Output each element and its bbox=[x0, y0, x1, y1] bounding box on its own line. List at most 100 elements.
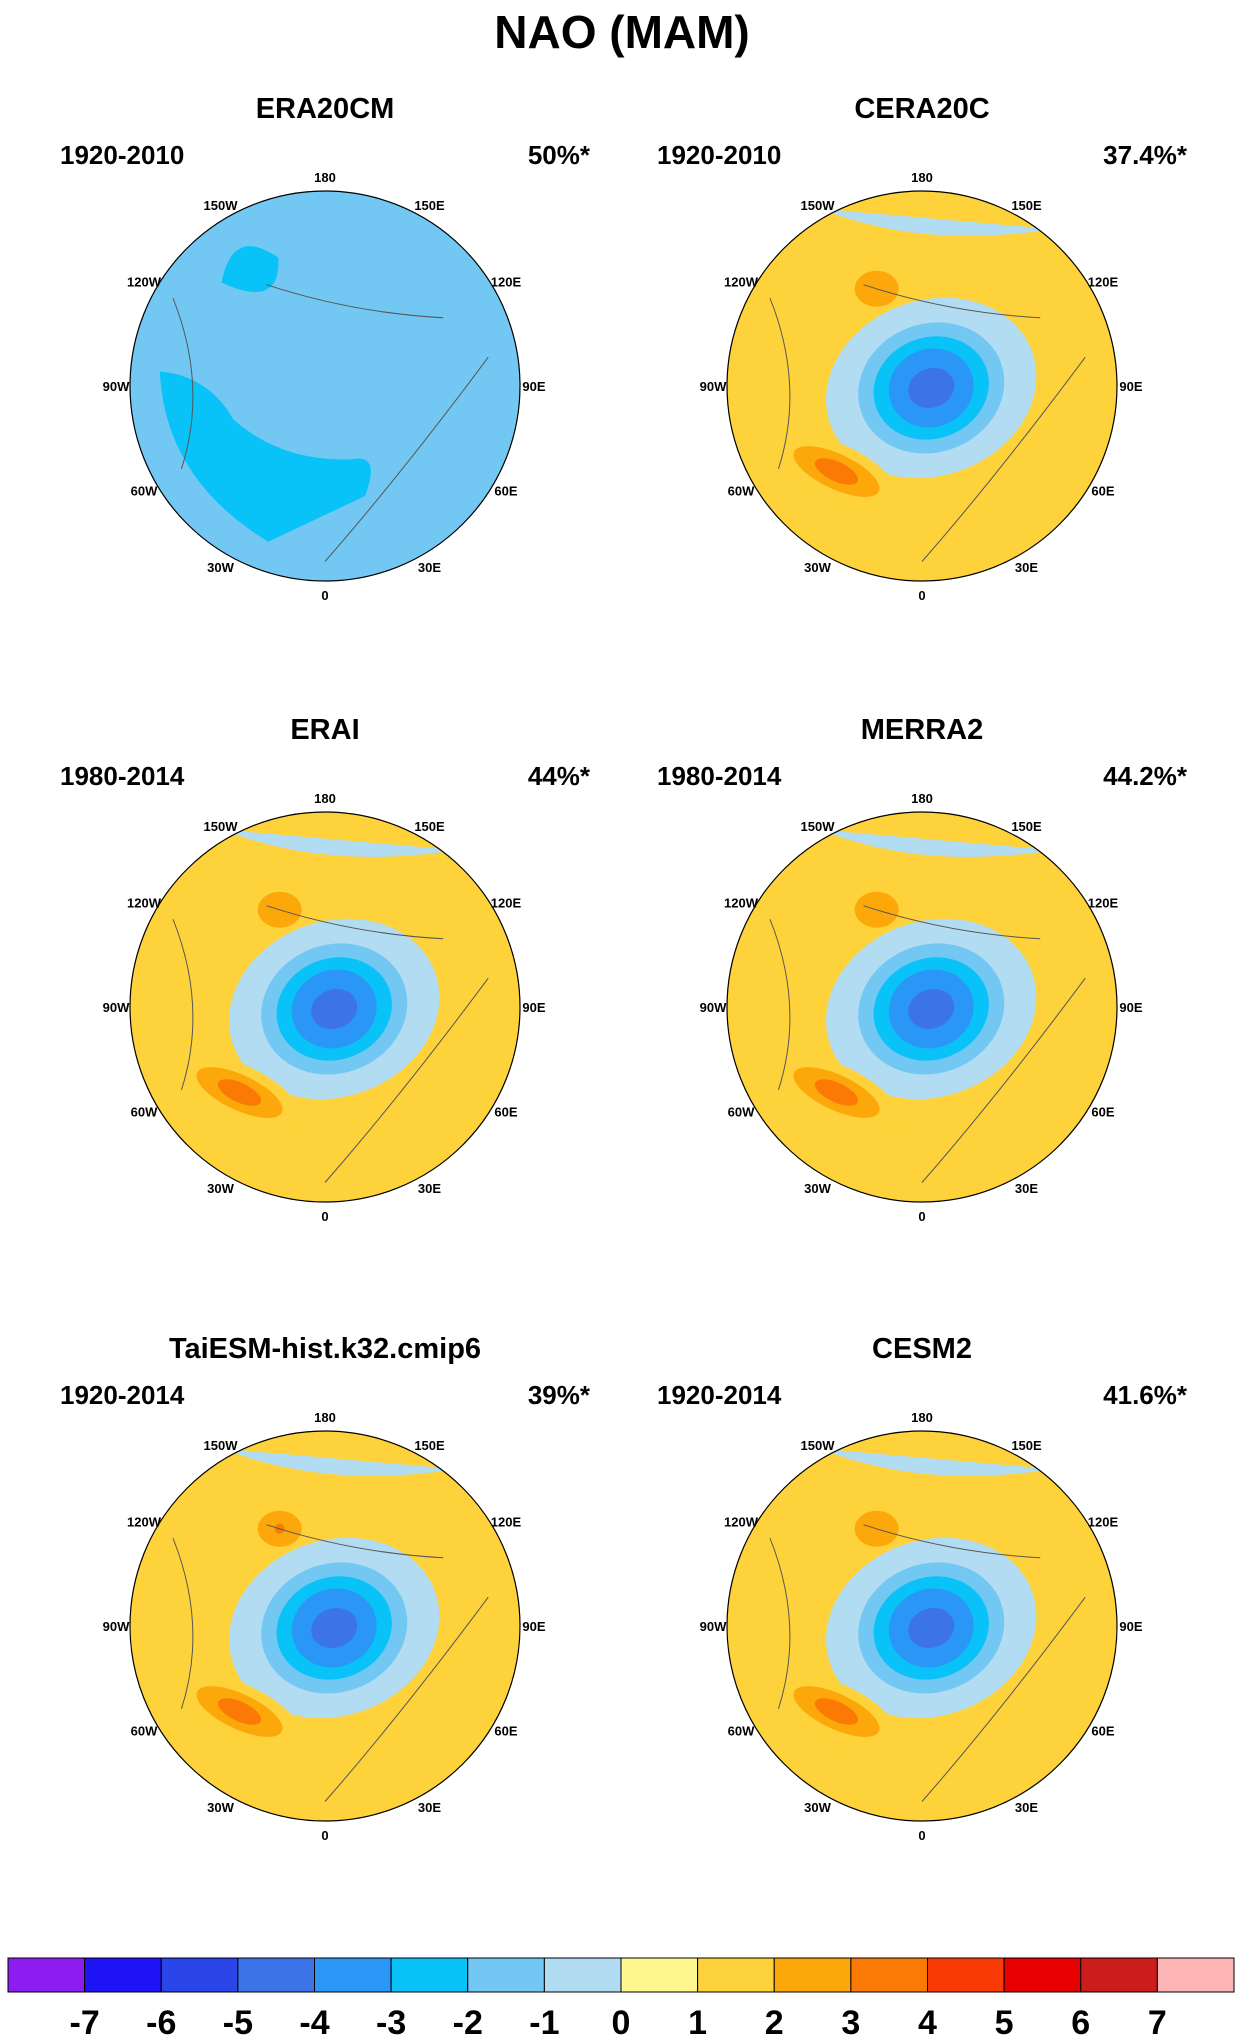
colorbar-label: 5 bbox=[995, 2004, 1014, 2042]
colorbar-swatch bbox=[773, 1957, 852, 1993]
colorbar-label: -5 bbox=[223, 2004, 253, 2042]
longitude-label: 90W bbox=[700, 379, 727, 394]
longitude-label: 120W bbox=[127, 1515, 162, 1530]
longitude-label: 180 bbox=[314, 791, 336, 806]
longitude-label: 150E bbox=[414, 1438, 445, 1453]
field-atlantic-arc bbox=[159, 371, 371, 542]
panel-title: CESM2 bbox=[872, 1333, 972, 1365]
polar-map: 180 150E 120E 90E 60E 30E 0 30W 60W 90W 120W 150W bbox=[700, 170, 1143, 603]
longitude-label: 150E bbox=[1011, 819, 1042, 834]
longitude-label: 60W bbox=[728, 1724, 755, 1739]
map-boundary bbox=[726, 1430, 1118, 1822]
field-atlantic-contour bbox=[814, 1698, 859, 1725]
field-atlantic-contour bbox=[217, 1079, 262, 1106]
panel-variance: 50%* bbox=[527, 140, 590, 170]
coastline bbox=[172, 1538, 194, 1710]
polar-map: 180 150E 120E 90E 60E 30E 0 30W 60W 90W 120W 150W bbox=[103, 1410, 546, 1843]
panel-period: 1980-2014 bbox=[657, 761, 782, 791]
longitude-label: 0 bbox=[321, 1209, 328, 1224]
colorbar-swatch bbox=[620, 1957, 699, 1993]
colorbar-swatch bbox=[927, 1957, 1005, 1993]
field-arctic-contour bbox=[908, 367, 955, 408]
colorbar-swatch bbox=[84, 1957, 162, 1993]
colorbar-swatch bbox=[1156, 1957, 1235, 1993]
field-pacific-band bbox=[222, 829, 457, 857]
colorbar-swatch bbox=[237, 1957, 315, 1993]
map-boundary bbox=[726, 811, 1118, 1203]
longitude-label: 150W bbox=[801, 819, 836, 834]
colorbar-label: 4 bbox=[918, 2004, 937, 2042]
polar-map: 180 150E 120E 90E 60E 30E 0 30W 60W 90W 120W 150W bbox=[103, 791, 546, 1224]
colorbar-swatch bbox=[7, 1957, 86, 1993]
longitude-label: 90W bbox=[103, 379, 130, 394]
coastline bbox=[769, 919, 791, 1091]
longitude-label: 150E bbox=[414, 819, 445, 834]
coastline bbox=[769, 1538, 791, 1710]
map-boundary bbox=[129, 190, 521, 582]
panel-period: 1920-2014 bbox=[657, 1380, 782, 1410]
figure-title: NAO (MAM) bbox=[494, 6, 750, 58]
coastline bbox=[863, 284, 1041, 319]
map-boundary bbox=[726, 190, 1118, 582]
longitude-label: 30W bbox=[207, 560, 234, 575]
longitude-label: 30E bbox=[1015, 1800, 1038, 1815]
longitude-label: 60W bbox=[131, 1724, 158, 1739]
longitude-label: 30W bbox=[207, 1181, 234, 1196]
longitude-label: 60E bbox=[1091, 1105, 1114, 1120]
field-pacific-band bbox=[819, 829, 1054, 857]
longitude-label: 30W bbox=[804, 1800, 831, 1815]
panel-era20cm: ERA20CM 1920-2010 50%* 180 150E 120E 90E 60E… bbox=[35, 92, 615, 652]
panel-period: 1920-2010 bbox=[657, 140, 782, 170]
longitude-label: 30E bbox=[1015, 560, 1038, 575]
longitude-label: 120E bbox=[1088, 896, 1119, 911]
longitude-label: 30W bbox=[804, 560, 831, 575]
panel-period: 1920-2010 bbox=[60, 140, 185, 170]
longitude-label: 90E bbox=[522, 1000, 545, 1015]
colorbar-swatch bbox=[1080, 1957, 1158, 1993]
longitude-label: 150E bbox=[414, 198, 445, 213]
longitude-label: 0 bbox=[321, 1828, 328, 1843]
longitude-label: 60E bbox=[1091, 1724, 1114, 1739]
longitude-label: 150W bbox=[801, 198, 836, 213]
polar-map: 180 150E 120E 90E 60E 30E 0 30W 60W 90W 120W 150W bbox=[103, 170, 546, 603]
longitude-label: 90W bbox=[700, 1619, 727, 1634]
longitude-label: 0 bbox=[321, 588, 328, 603]
longitude-label: 30E bbox=[418, 1181, 441, 1196]
field-arctic-contour bbox=[311, 1607, 358, 1648]
panel-variance: 44.2%* bbox=[1103, 761, 1187, 791]
colorbar: -7 -6 -5 -4 -3 -2 -1 0 1 2 3 4 5 6 7 bbox=[7, 1957, 1235, 2042]
colorbar-swatch bbox=[160, 1957, 239, 1993]
colorbar-label: -6 bbox=[146, 2004, 176, 2042]
colorbar-swatch bbox=[543, 1957, 622, 1993]
coastline bbox=[921, 977, 1086, 1183]
coastline bbox=[921, 356, 1086, 562]
colorbar-swatch bbox=[390, 1957, 469, 1993]
longitude-label: 60E bbox=[494, 1724, 517, 1739]
longitude-label: 60W bbox=[728, 1105, 755, 1120]
coastline bbox=[266, 284, 444, 319]
longitude-label: 180 bbox=[314, 1410, 336, 1425]
longitude-label: 30W bbox=[804, 1181, 831, 1196]
colorbar-label: 1 bbox=[688, 2004, 707, 2042]
longitude-label: 90E bbox=[1119, 1619, 1142, 1634]
longitude-label: 90E bbox=[1119, 1000, 1142, 1015]
coastline bbox=[921, 1596, 1086, 1802]
longitude-label: 0 bbox=[918, 588, 925, 603]
colorbar-label: 2 bbox=[765, 2004, 784, 2042]
colorbar-label: 0 bbox=[612, 2004, 631, 2042]
map-boundary bbox=[129, 1430, 521, 1822]
longitude-label: 60E bbox=[494, 484, 517, 499]
longitude-label: 0 bbox=[918, 1209, 925, 1224]
field-atlantic-contour bbox=[814, 458, 859, 485]
longitude-label: 150W bbox=[204, 198, 239, 213]
longitude-label: 90E bbox=[522, 379, 545, 394]
coastline bbox=[324, 356, 489, 562]
polar-map: 180 150E 120E 90E 60E 30E 0 30W 60W 90W 120W 150W bbox=[700, 1410, 1143, 1843]
colorbar-label: -2 bbox=[453, 2004, 483, 2042]
longitude-label: 60W bbox=[131, 1105, 158, 1120]
longitude-label: 90E bbox=[522, 1619, 545, 1634]
longitude-label: 120W bbox=[127, 896, 162, 911]
longitude-label: 180 bbox=[911, 1410, 933, 1425]
panel-title: CERA20C bbox=[854, 93, 990, 125]
longitude-label: 120W bbox=[724, 1515, 759, 1530]
